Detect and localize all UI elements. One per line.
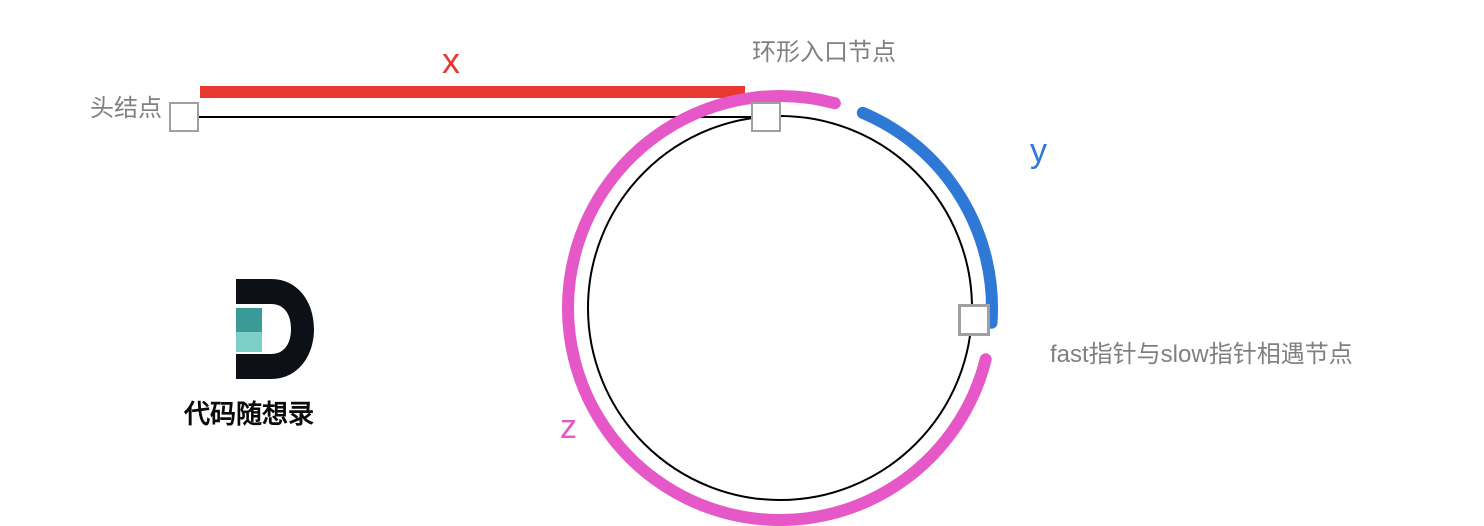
brand-name: 代码随想录 (184, 394, 314, 431)
x-label: x (442, 40, 460, 82)
y-label: y (1030, 132, 1047, 171)
meeting-node (958, 304, 990, 336)
entry-label: 环形入口节点 (752, 32, 896, 67)
brand-logo (226, 274, 316, 384)
head-label: 头结点 (90, 88, 162, 123)
cycle-entry-node (751, 102, 781, 132)
diagram-canvas (0, 0, 1484, 526)
meet-label: fast指针与slow指针相遇节点 (1050, 334, 1353, 369)
z-label: z (560, 408, 577, 447)
head-node (169, 102, 199, 132)
